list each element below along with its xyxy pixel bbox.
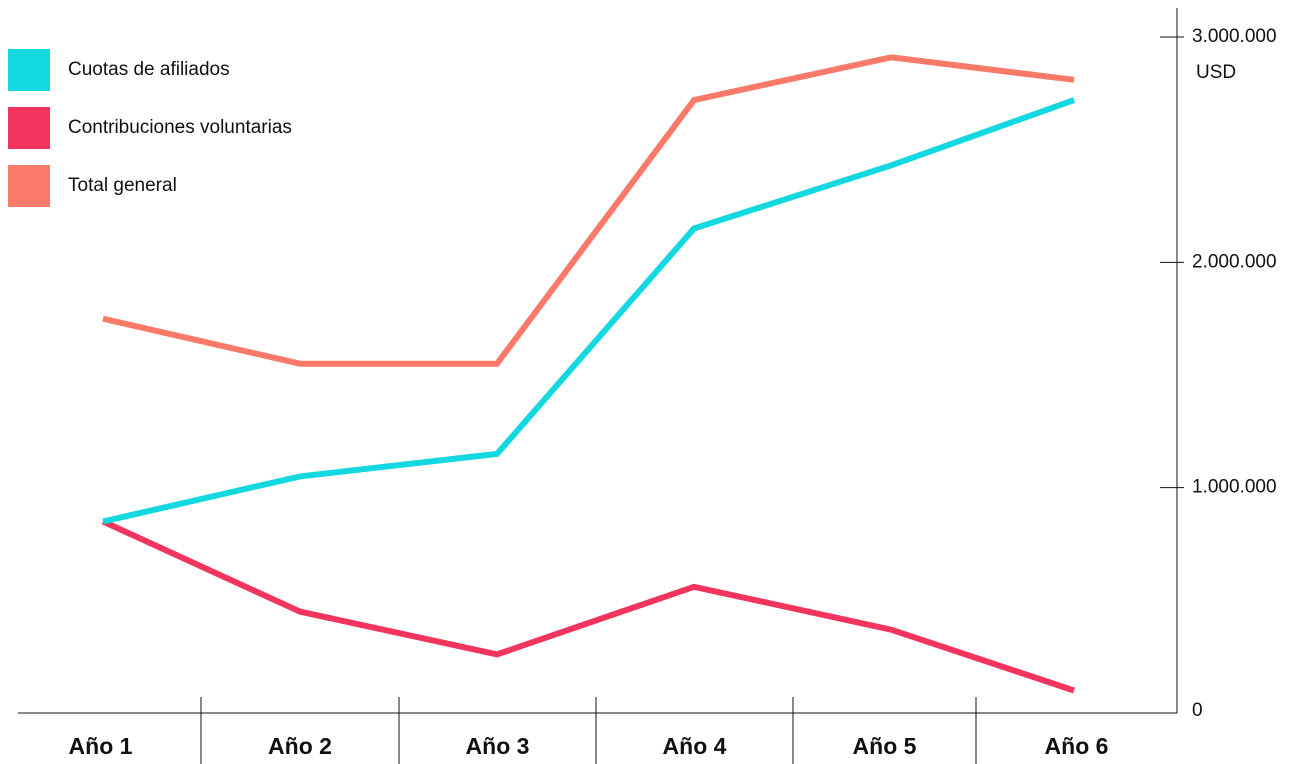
y-tick-label: 1.000.000 [1192,477,1277,498]
y-tick-label: 2.000.000 [1192,251,1277,272]
category-label: Año 6 [1045,733,1109,759]
y-tick-labels: 0 1.000.000 2.000.000 3.000.000 USD [1192,26,1277,721]
y-tick-label: 0 [1192,700,1203,721]
legend-label: Contribuciones voluntarias [68,117,292,138]
legend-item-cuotas: Cuotas de afiliados [8,49,292,91]
legend-item-total: Total general [8,165,292,207]
legend-swatch [8,165,50,207]
legend-swatch [8,49,50,91]
legend: Cuotas de afiliados Contribuciones volun… [8,49,292,223]
series-line-cuotas-de-afiliados [102,97,1076,525]
category-labels: Año 1 Año 2 Año 3 Año 4 Año 5 Año 6 [69,733,1109,759]
legend-label: Total general [68,175,177,196]
category-label: Año 5 [853,733,917,759]
category-label: Año 1 [69,733,133,759]
category-label: Año 4 [663,733,727,759]
category-label: Año 2 [268,733,332,759]
legend-swatch [8,107,50,149]
y-unit-label: USD [1196,62,1236,83]
series-lines [101,54,1076,694]
series-line-contribuciones-voluntarias [101,518,1075,694]
legend-item-contribuciones: Contribuciones voluntarias [8,107,292,149]
legend-label: Cuotas de afiliados [68,59,230,80]
y-tick-label: 3.000.000 [1192,26,1277,47]
category-label: Año 3 [466,733,530,759]
axes [18,8,1184,764]
series-line-total-general [102,54,1075,367]
